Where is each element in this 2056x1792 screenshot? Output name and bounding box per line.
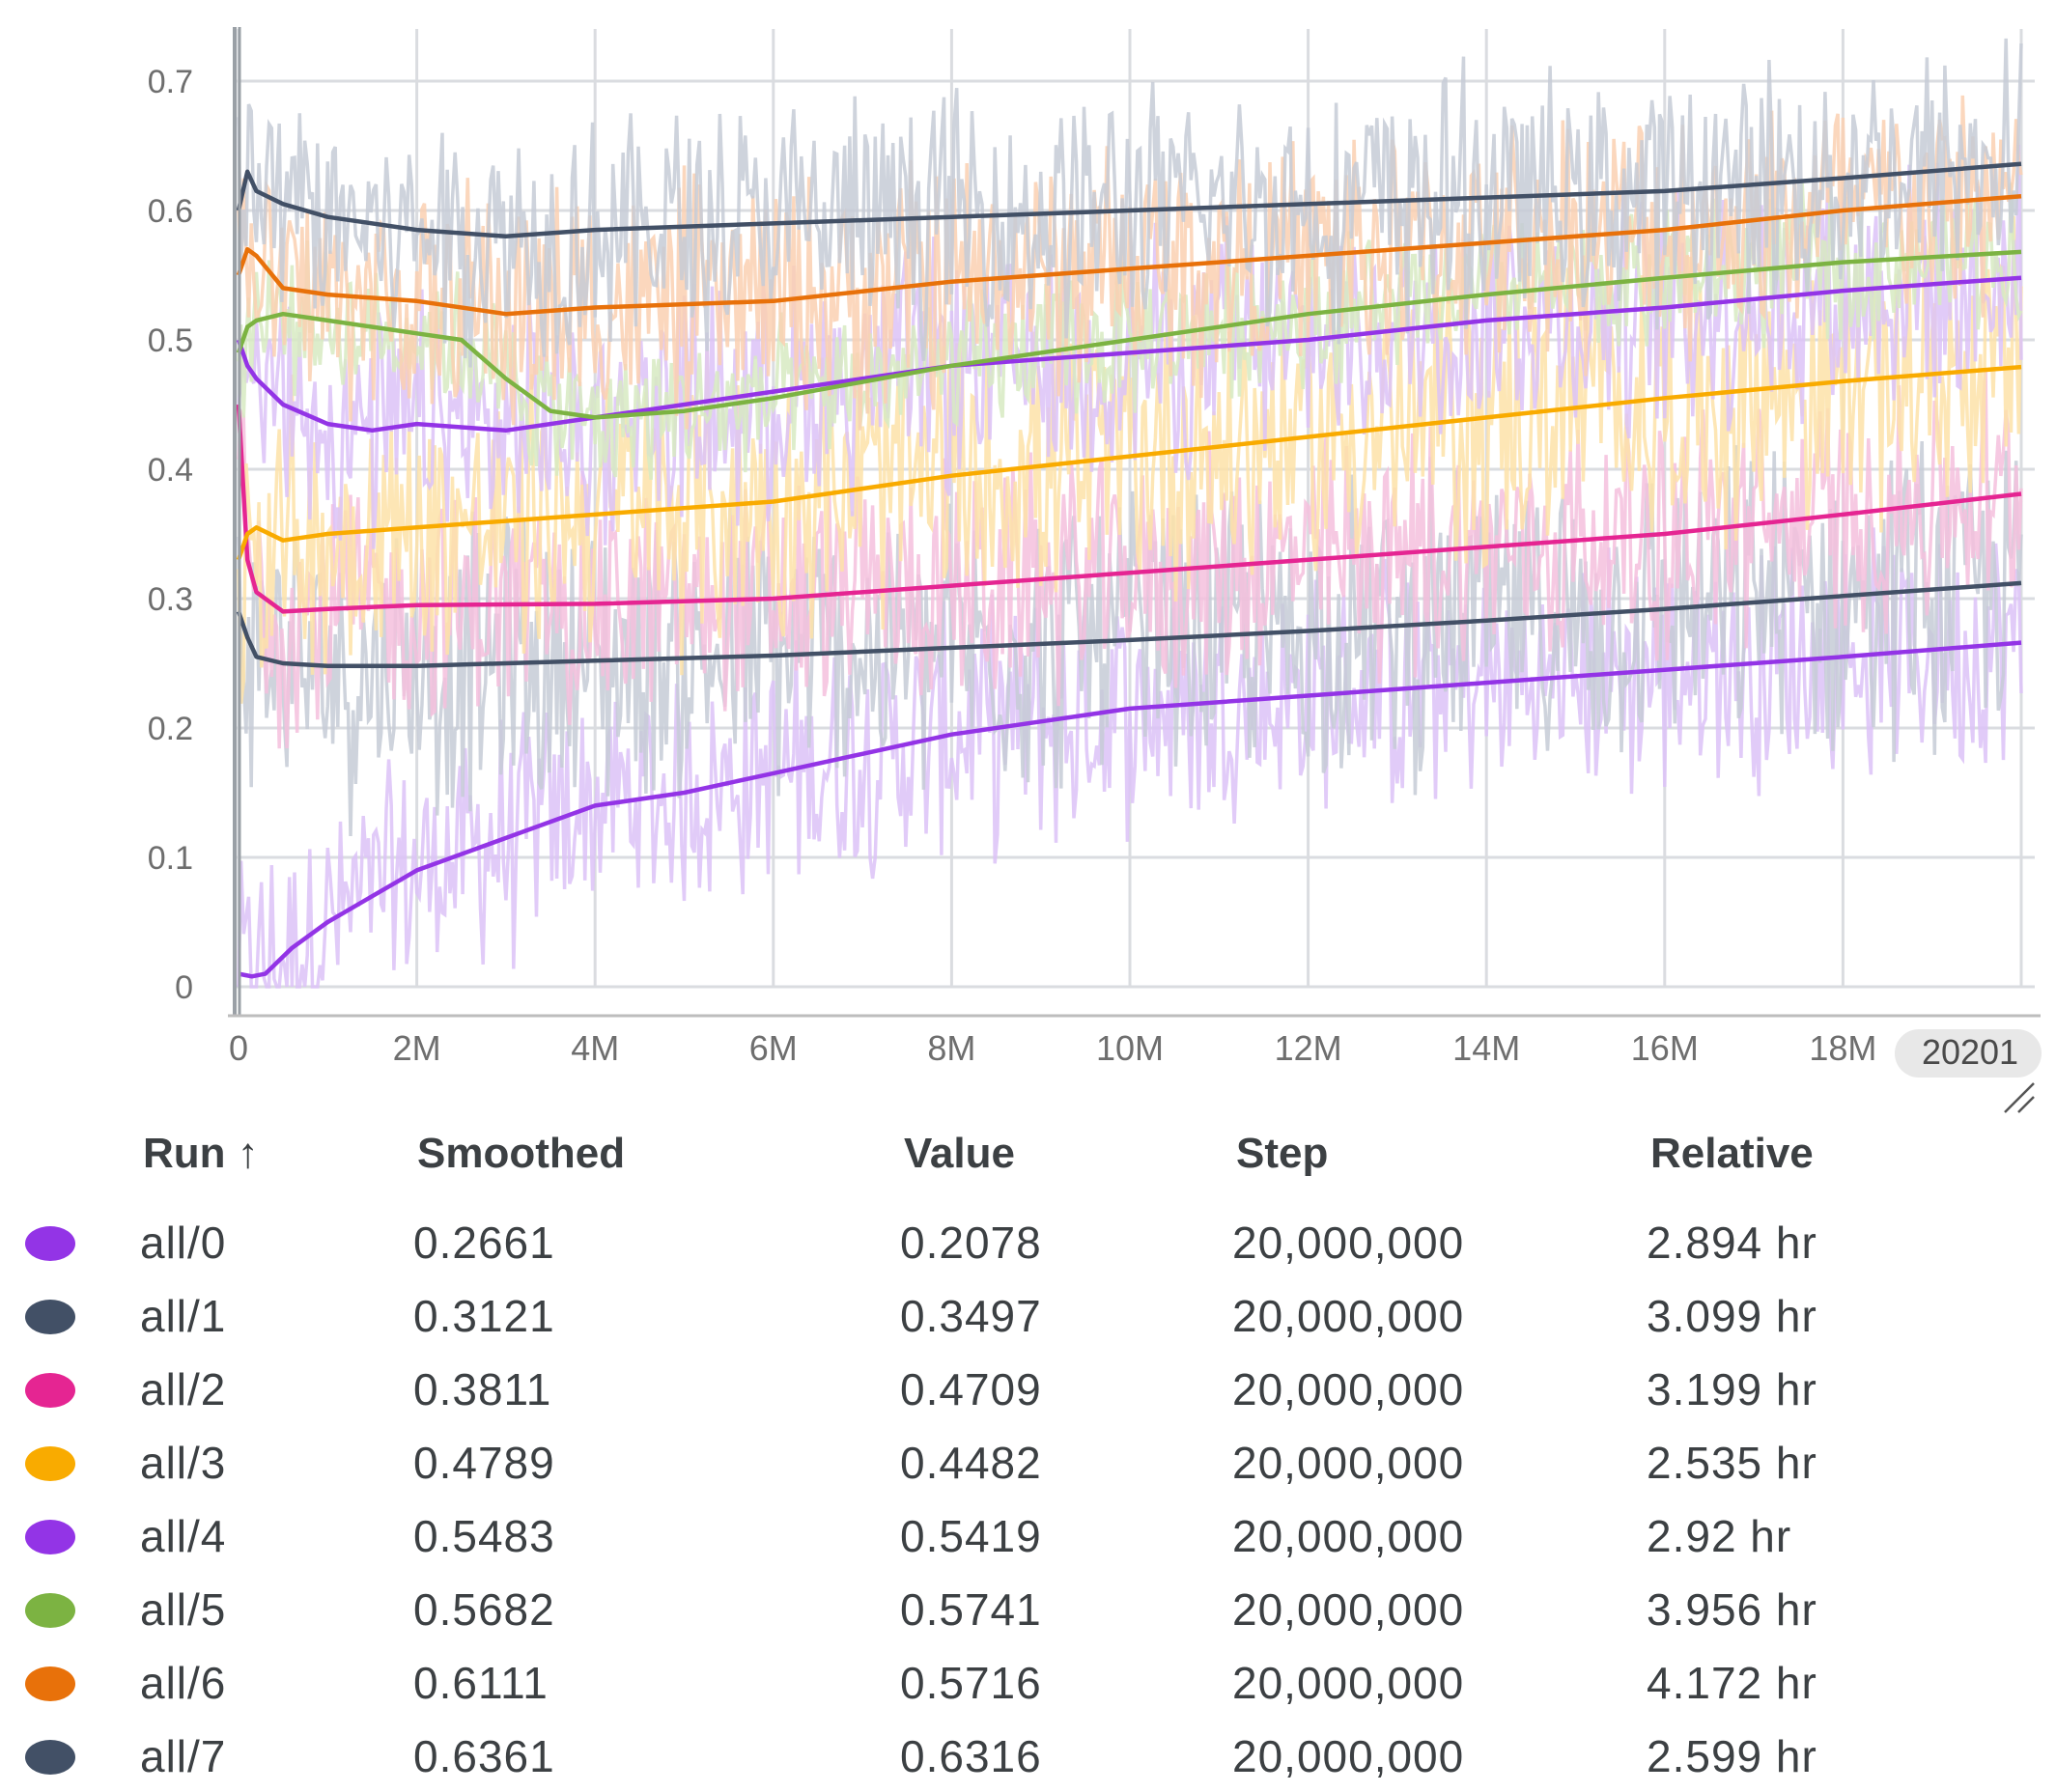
smoothed-line-all-0[interactable]: [238, 640, 2022, 979]
run-color-dot-icon: [25, 1740, 75, 1775]
x-tick-label: 16M: [1631, 1028, 1699, 1068]
table-row[interactable]: all/4 0.5483 0.5419 20,000,000 2.92 hr: [0, 1498, 2056, 1572]
smoothed-value: 0.3121: [413, 1291, 555, 1341]
run-color-dot-icon: [25, 1666, 75, 1701]
x-edge-label: 20201: [1922, 1032, 2018, 1072]
run-name: all/7: [140, 1731, 227, 1781]
relative-time: 2.894 hr: [1647, 1218, 1817, 1268]
run-color-dot-icon: [25, 1373, 75, 1408]
raw-value: 0.3497: [900, 1291, 1042, 1341]
smoothed-line-all-5[interactable]: [236, 249, 2022, 420]
value-column-header[interactable]: Value: [904, 1130, 1015, 1177]
raw-value: 0.5419: [900, 1511, 1042, 1561]
smoothed-line-all-1[interactable]: [236, 580, 2022, 668]
x-tick-label: 2M: [393, 1028, 441, 1068]
relative-time: 4.172 hr: [1647, 1658, 1817, 1708]
step-value: 20,000,000: [1232, 1218, 1465, 1268]
run-name: all/6: [140, 1658, 227, 1708]
raw-value: 0.4482: [900, 1438, 1042, 1488]
smoothed-value: 0.5682: [413, 1584, 555, 1635]
y-tick-label: 0.5: [148, 322, 193, 359]
run-color-dot-icon: [25, 1226, 75, 1261]
scalar-chart[interactable]: 0 0.1 0.2 0.3 0.4 0.5 0.6 0.7 0 2M 4M 6M 8M 10M 12M 14M…: [0, 0, 2056, 1113]
run-name: all/1: [140, 1291, 227, 1341]
resize-handle-icon[interactable]: [2001, 1079, 2040, 1118]
raw-value: 0.4709: [900, 1364, 1042, 1414]
run-name: all/4: [140, 1511, 227, 1561]
relative-time: 3.199 hr: [1647, 1364, 1817, 1414]
smoothed-value: 0.6361: [413, 1731, 555, 1781]
raw-value: 0.5716: [900, 1658, 1042, 1708]
x-tick-label: 8M: [927, 1028, 975, 1068]
smoothed-line-all-7[interactable]: [236, 161, 2022, 239]
raw-line-all-3: [237, 215, 2023, 704]
smoothed-line-all-3[interactable]: [236, 364, 2022, 561]
x-tick-label: 4M: [571, 1028, 619, 1068]
axes: 0 0.1 0.2 0.3 0.4 0.5 0.6 0.7 0 2M 4M 6M 8M 10M 12M 14M…: [148, 27, 2042, 1078]
smoothed-value: 0.5483: [413, 1511, 555, 1561]
run-color-dot-icon: [25, 1446, 75, 1481]
relative-column-header[interactable]: Relative: [1650, 1130, 1814, 1177]
x-tick-label: 14M: [1452, 1028, 1520, 1068]
relative-time: 3.956 hr: [1647, 1584, 1817, 1635]
smoothed-series-layer: [236, 161, 2022, 979]
smoothed-value: 0.6111: [413, 1658, 549, 1708]
x-tick-label: 10M: [1096, 1028, 1164, 1068]
x-edge-badge: [1895, 1029, 2042, 1078]
step-value: 20,000,000: [1232, 1731, 1465, 1781]
step-value: 20,000,000: [1232, 1511, 1465, 1561]
table-row[interactable]: all/1 0.3121 0.3497 20,000,000 3.099 hr: [0, 1278, 2056, 1352]
table-row[interactable]: all/0 0.2661 0.2078 20,000,000 2.894 hr: [0, 1205, 2056, 1278]
chart-plot[interactable]: 0 0.1 0.2 0.3 0.4 0.5 0.6 0.7 0 2M 4M 6M 8M 10M 12M 14M…: [0, 0, 2056, 1110]
table-header: Run ↑ Smoothed Value Step Relative: [0, 1130, 2056, 1197]
step-value: 20,000,000: [1232, 1364, 1465, 1414]
y-tick-label: 0: [175, 969, 193, 1006]
x-tick-label: 18M: [1809, 1028, 1876, 1068]
y-tick-label: 0.4: [148, 452, 193, 489]
x-tick-label: 6M: [749, 1028, 798, 1068]
step-value: 20,000,000: [1232, 1438, 1465, 1488]
raw-line-all-5: [237, 177, 2023, 480]
y-tick-label: 0.1: [148, 840, 193, 877]
run-name: all/5: [140, 1584, 227, 1635]
y-tick-label: 0.7: [148, 64, 193, 100]
relative-time: 3.099 hr: [1647, 1291, 1817, 1341]
run-name: all/2: [140, 1364, 227, 1414]
y-tick-label: 0.3: [148, 581, 193, 618]
step-value: 20,000,000: [1232, 1584, 1465, 1635]
relative-time: 2.599 hr: [1647, 1731, 1817, 1781]
table-row[interactable]: all/2 0.3811 0.4709 20,000,000 3.199 hr: [0, 1352, 2056, 1425]
y-tick-label: 0.2: [148, 711, 193, 747]
table-row[interactable]: all/6 0.6111 0.5716 20,000,000 4.172 hr: [0, 1645, 2056, 1719]
run-color-dot-icon: [25, 1520, 75, 1554]
smoothed-value: 0.3811: [413, 1364, 552, 1414]
run-column-header[interactable]: Run ↑: [143, 1130, 259, 1177]
step-column-header[interactable]: Step: [1236, 1130, 1329, 1177]
x-tick-label: 12M: [1275, 1028, 1342, 1068]
raw-value: 0.5741: [900, 1584, 1042, 1635]
relative-time: 2.92 hr: [1647, 1511, 1792, 1561]
relative-time: 2.535 hr: [1647, 1438, 1817, 1488]
run-color-dot-icon: [25, 1593, 75, 1628]
smoothed-value: 0.4789: [413, 1438, 555, 1488]
run-color-dot-icon: [25, 1300, 75, 1334]
table-row[interactable]: all/7 0.6361 0.6316 20,000,000 2.599 hr: [0, 1719, 2056, 1792]
smoothed-line-all-6[interactable]: [236, 194, 2022, 317]
step-value: 20,000,000: [1232, 1658, 1465, 1708]
table-row[interactable]: all/5 0.5682 0.5741 20,000,000 3.956 hr: [0, 1572, 2056, 1645]
smoothed-line-all-2[interactable]: [236, 404, 2022, 614]
step-value: 20,000,000: [1232, 1291, 1465, 1341]
run-name: all/3: [140, 1438, 227, 1488]
x-tick-label: 0: [229, 1028, 248, 1068]
run-name: all/0: [140, 1218, 227, 1268]
smoothed-value: 0.2661: [413, 1218, 555, 1268]
raw-value: 0.2078: [900, 1218, 1042, 1268]
raw-value: 0.6316: [900, 1731, 1042, 1781]
smoothed-column-header[interactable]: Smoothed: [417, 1130, 626, 1177]
table-row[interactable]: all/3 0.4789 0.4482 20,000,000 2.535 hr: [0, 1425, 2056, 1498]
raw-line-all-7: [237, 38, 2023, 368]
y-tick-label: 0.6: [148, 193, 193, 230]
